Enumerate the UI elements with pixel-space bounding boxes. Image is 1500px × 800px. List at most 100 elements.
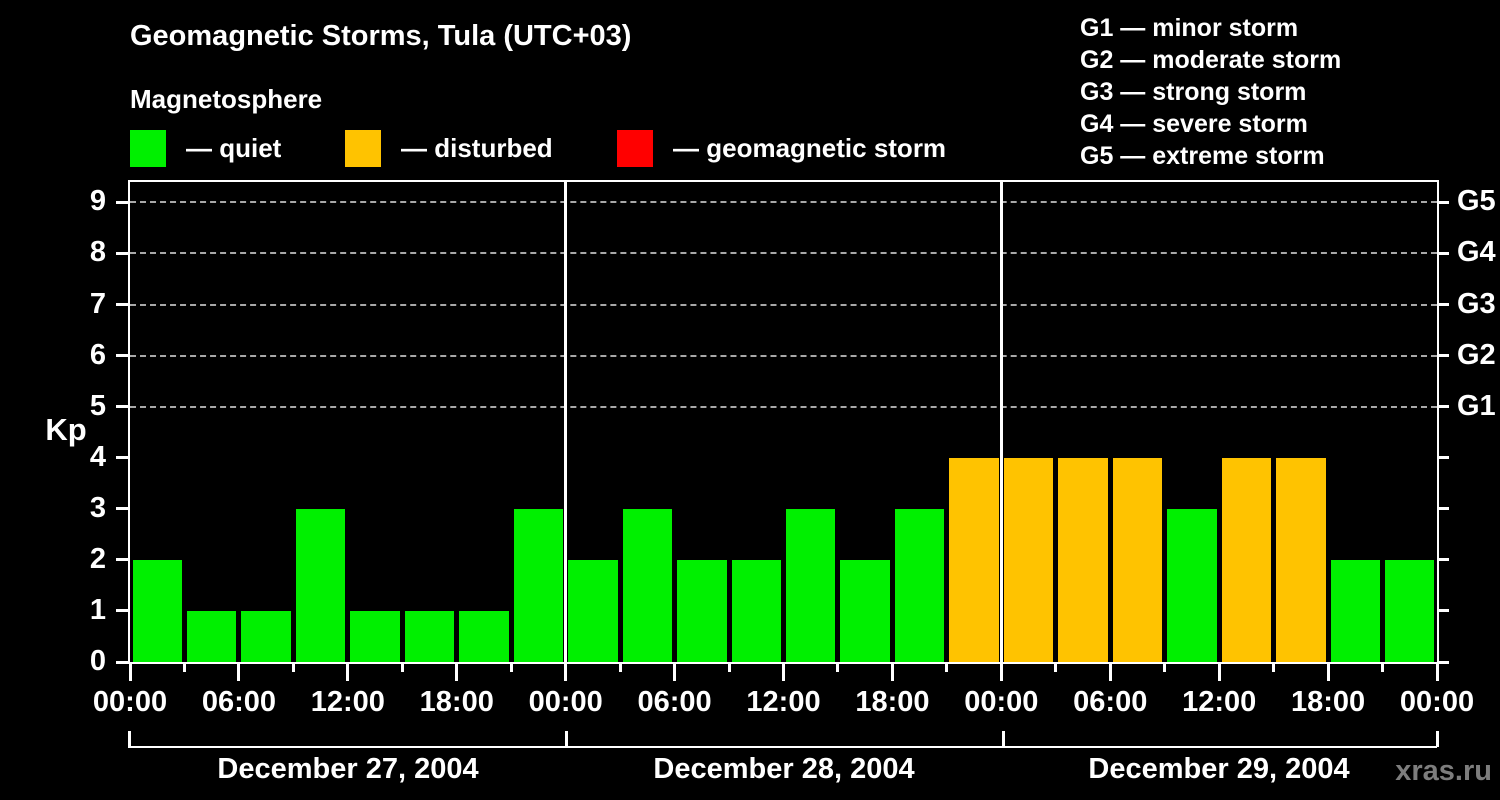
kp-bar-day1-0015h-kp1	[404, 610, 455, 662]
y-tick-left-4	[116, 456, 128, 460]
x-tick-48h	[999, 662, 1003, 681]
date-bracket-line	[128, 746, 1437, 748]
x-tick-36h	[782, 662, 785, 681]
x-tick-9h	[291, 662, 295, 672]
g2-legend-line: G2 — moderate storm	[1080, 46, 1342, 74]
right-axis-label-g1: G1	[1457, 389, 1496, 422]
x-tick-30h	[673, 662, 677, 681]
kp-bar-day2-0018h-kp3	[894, 508, 945, 662]
y-tick-left-8	[116, 251, 128, 255]
bracket-tick-2	[1002, 731, 1005, 747]
right-axis-label-g5: G5	[1457, 185, 1496, 218]
y-tick-left-3	[116, 507, 128, 511]
y-tick-right-6	[1437, 354, 1449, 358]
g-scale-legend: G1 — minor storm G2 — moderate storm G3 …	[1080, 12, 1341, 172]
kp-bar-day2-006h-kp2	[677, 559, 727, 662]
y-tick-label-5: 5	[89, 389, 106, 422]
x-tick-54h	[1108, 662, 1112, 681]
plot-area	[128, 180, 1439, 664]
storm-color-swatch	[617, 130, 653, 167]
x-tick-33h	[727, 662, 731, 672]
day-separator-1	[564, 182, 568, 662]
g4-legend-line: G4 — severe storm	[1080, 110, 1308, 138]
y-tick-left-5	[116, 405, 128, 409]
y-tick-left-0	[116, 660, 128, 664]
y-tick-label-4: 4	[89, 440, 106, 473]
x-tick-label-0h: 00:00	[92, 686, 168, 718]
x-tick-60h	[1217, 662, 1221, 681]
y-tick-left-1	[116, 609, 128, 613]
y-tick-right-7	[1437, 303, 1449, 307]
bracket-tick-3	[1436, 731, 1439, 747]
gridline-kp7	[130, 303, 1437, 306]
y-tick-left-2	[116, 558, 128, 562]
kp-bar-day2-000h-kp2	[568, 559, 618, 662]
gridline-kp5	[130, 405, 1437, 408]
kp-bar-day1-009h-kp3	[295, 508, 346, 662]
kp-bar-day1-003h-kp1	[186, 610, 237, 662]
y-tick-right-9	[1437, 200, 1449, 204]
page-title: Geomagnetic Storms, Tula (UTC+03)	[130, 20, 632, 52]
y-tick-right-5	[1437, 405, 1449, 409]
x-tick-72h	[1435, 662, 1439, 681]
kp-bar-day1-000h-kp2	[132, 559, 182, 662]
x-tick-label-24h: 00:00	[528, 686, 603, 718]
x-tick-6h	[237, 662, 241, 681]
kp-bar-day1-0021h-kp3	[513, 508, 564, 662]
date-label-day1: December 27, 2004	[217, 753, 479, 785]
y-tick-left-9	[116, 200, 128, 204]
x-tick-24h	[564, 662, 568, 681]
x-tick-label-6h: 06:00	[201, 686, 276, 718]
kp-bar-day3-003h-kp4	[1058, 457, 1108, 662]
legend-item-disturbed: — disturbed	[345, 130, 553, 167]
kp-bar-day3-006h-kp4	[1112, 457, 1163, 662]
kp-bar-day3-0015h-kp4	[1276, 457, 1326, 662]
kp-bar-day3-0012h-kp4	[1221, 457, 1272, 662]
date-label-day2: December 28, 2004	[653, 753, 915, 785]
x-tick-27h	[618, 662, 622, 672]
kp-bar-day2-0021h-kp4	[949, 457, 999, 662]
right-axis-label-g2: G2	[1457, 338, 1496, 371]
x-tick-0h	[128, 662, 132, 681]
x-tick-45h	[945, 662, 949, 672]
disturbed-color-swatch	[345, 130, 381, 167]
y-tick-label-2: 2	[89, 542, 106, 575]
quiet-label: — quiet	[186, 133, 282, 163]
y-tick-label-9: 9	[89, 185, 106, 218]
kp-bar-day3-0021h-kp2	[1385, 559, 1435, 662]
y-tick-left-6	[116, 354, 128, 358]
x-tick-label-36h: 12:00	[746, 686, 821, 718]
y-tick-right-4	[1437, 456, 1449, 460]
disturbed-label: — disturbed	[401, 133, 553, 163]
y-tick-right-3	[1437, 507, 1449, 511]
gridline-kp6	[130, 354, 1437, 357]
g3-legend-line: G3 — strong storm	[1080, 78, 1307, 106]
x-tick-63h	[1272, 662, 1276, 672]
g1-legend-line: G1 — minor storm	[1080, 14, 1299, 42]
x-tick-label-12h: 12:00	[310, 686, 385, 718]
y-tick-label-3: 3	[89, 491, 106, 524]
x-tick-label-30h: 06:00	[637, 686, 712, 718]
x-tick-label-18h: 18:00	[419, 686, 494, 718]
kp-bar-day2-009h-kp2	[731, 559, 781, 662]
x-tick-39h	[836, 662, 840, 672]
date-label-day3: December 29, 2004	[1088, 753, 1350, 785]
gridline-kp8	[130, 252, 1437, 255]
x-tick-3h	[182, 662, 186, 672]
y-tick-right-0	[1437, 660, 1449, 664]
right-axis-label-g4: G4	[1457, 236, 1496, 269]
kp-bar-day1-0018h-kp1	[459, 610, 509, 662]
legend-item-storm: — geomagnetic storm	[617, 130, 946, 167]
x-tick-51h	[1054, 662, 1058, 672]
x-tick-label-60h: 12:00	[1182, 686, 1257, 718]
x-tick-42h	[890, 662, 894, 681]
kp-bar-day1-006h-kp1	[241, 610, 291, 662]
g5-legend-line: G5 — extreme storm	[1080, 142, 1325, 170]
x-tick-21h	[509, 662, 513, 672]
y-tick-label-0: 0	[89, 645, 106, 677]
x-tick-18h	[455, 662, 459, 681]
gridline-kp9	[130, 201, 1437, 204]
x-tick-label-42h: 18:00	[855, 686, 930, 718]
y-tick-label-6: 6	[89, 338, 106, 371]
kp-bar-day1-0012h-kp1	[350, 610, 400, 662]
